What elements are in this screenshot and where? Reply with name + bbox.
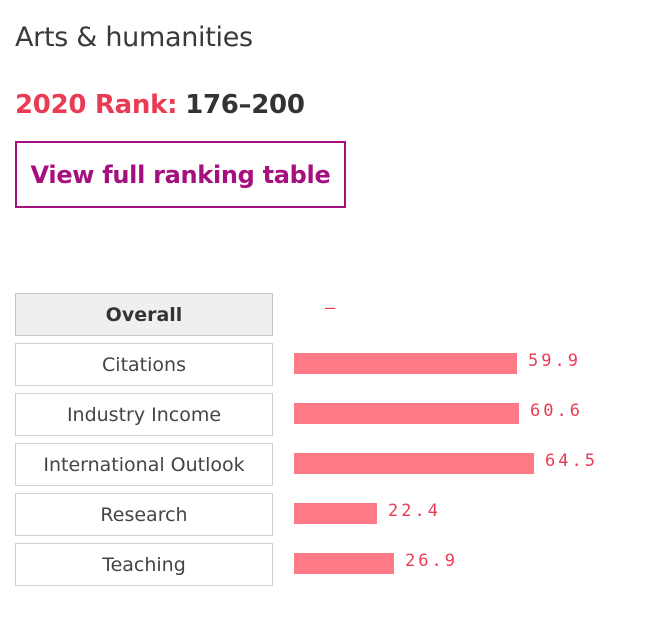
metric-bar	[294, 403, 519, 424]
metric-value: 64.5	[545, 451, 598, 471]
metric-button[interactable]: Industry Income	[15, 393, 273, 436]
metric-bar	[294, 353, 517, 374]
metrics-list: Overall – Citations 59.9 Industry Income 60.6…	[15, 293, 635, 593]
metric-button[interactable]: Research	[15, 493, 273, 536]
metric-row: Teaching 26.9	[15, 543, 635, 593]
metric-bar	[294, 453, 534, 474]
metric-value: 60.6	[530, 401, 583, 421]
section-title: Arts & humanities	[15, 22, 253, 53]
metric-button[interactable]: Citations	[15, 343, 273, 386]
view-full-ranking-button[interactable]: View full ranking table	[15, 141, 346, 208]
metric-value: 22.4	[388, 501, 441, 521]
metric-button[interactable]: Teaching	[15, 543, 273, 586]
metric-row: Overall –	[15, 293, 635, 343]
metric-bar	[294, 553, 394, 574]
metric-value: 26.9	[405, 551, 458, 571]
metric-button[interactable]: Overall	[15, 293, 273, 336]
metric-value: –	[325, 298, 339, 318]
metric-row: International Outlook 64.5	[15, 443, 635, 493]
rank-line: 2020 Rank: 176–200	[15, 90, 305, 120]
metric-row: Citations 59.9	[15, 343, 635, 393]
metric-row: Research 22.4	[15, 493, 635, 543]
metric-button[interactable]: International Outlook	[15, 443, 273, 486]
metric-row: Industry Income 60.6	[15, 393, 635, 443]
rank-value: 176–200	[185, 90, 305, 120]
rank-label: 2020 Rank:	[15, 90, 178, 120]
metric-bar	[294, 503, 377, 524]
metric-value: 59.9	[528, 351, 581, 371]
